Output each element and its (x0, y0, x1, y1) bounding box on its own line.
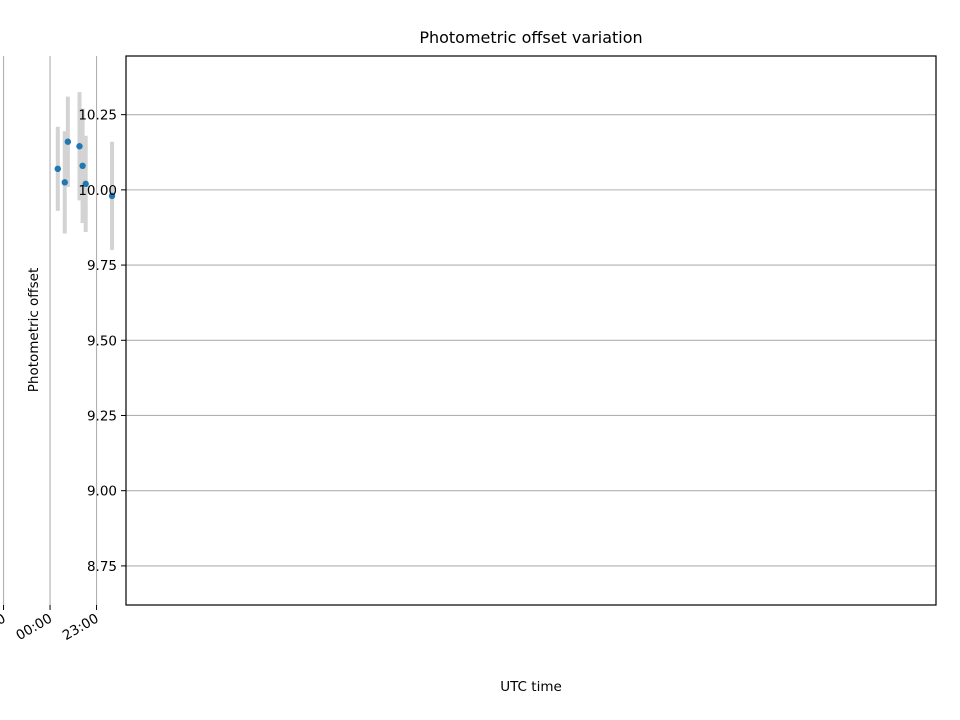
data-point (61, 179, 68, 186)
y-tick-label: 9.75 (87, 258, 117, 274)
data-point (64, 138, 72, 145)
y-tick-label: 9.25 (87, 408, 117, 424)
x-tick-label: 01:00 (0, 611, 9, 644)
y-axis-label: Photometric offset (26, 268, 42, 392)
grid (2, 56, 936, 605)
data-point (82, 180, 89, 188)
data-point (108, 192, 116, 200)
plot-frame (125, 55, 937, 606)
y-tick-label: 10.25 (78, 108, 117, 124)
error-bars (55, 92, 115, 251)
x-tick-label: 23:00 (60, 611, 102, 644)
y-tick-label: 9.00 (87, 484, 117, 500)
data-point (54, 165, 61, 173)
chart-title: Photometric offset variation (419, 28, 642, 47)
data-point (79, 162, 86, 169)
y-tick-label: 8.75 (87, 559, 117, 575)
x-tick-label: 00:00 (13, 611, 55, 644)
data-points (54, 138, 116, 200)
y-axis: 8.75 9.00 9.25 9.50 9.75 10.00 10.25 (78, 108, 126, 575)
y-tick-label: 9.50 (87, 333, 117, 349)
x-axis-label: UTC time (500, 679, 562, 695)
y-tick-label: 10.00 (78, 183, 117, 199)
data-point (76, 143, 83, 150)
